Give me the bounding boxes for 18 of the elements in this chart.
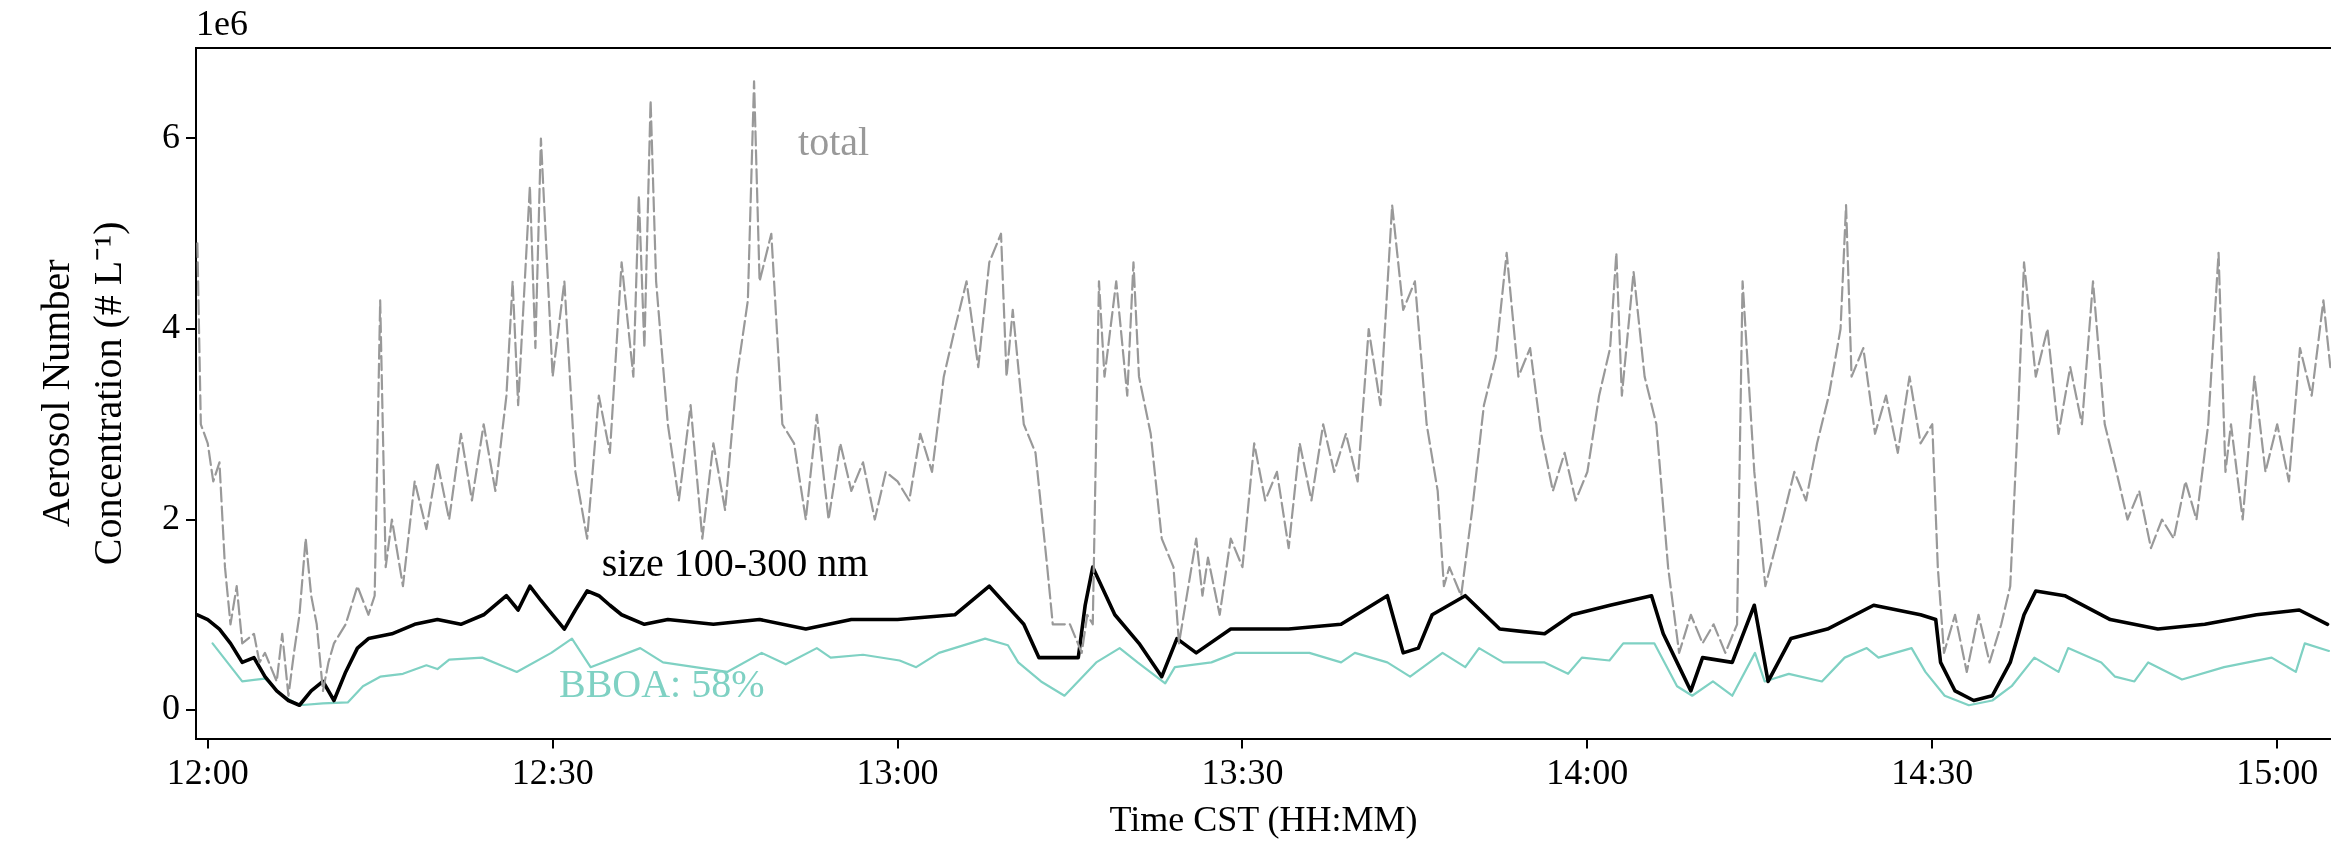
x-tick-label: 14:30: [1891, 751, 1974, 792]
x-tick-label: 12:00: [166, 751, 249, 792]
x-tick-label: 12:30: [511, 751, 594, 792]
y-axis-title: Aerosol Number Concentration (# L⁻¹): [32, 221, 130, 566]
series-label: size 100-300 nm: [601, 540, 869, 586]
series-label: BBOA: 58%: [558, 661, 765, 707]
y-tick-label: 2: [162, 496, 180, 537]
series-label: total: [798, 119, 870, 165]
x-tick-label: 14:00: [1546, 751, 1629, 792]
x-tick-label: 13:30: [1201, 751, 1284, 792]
text: 1e6: [196, 3, 248, 44]
line-series: [196, 80, 2331, 697]
x-tick-label: 13:00: [856, 751, 939, 792]
x-axis-title: Time CST (HH:MM): [1109, 798, 1418, 839]
x-tick-label: 15:00: [2236, 751, 2319, 792]
y-tick-label: 4: [162, 306, 180, 347]
y-tick-label: 0: [162, 687, 180, 728]
y-tick-label: 6: [162, 115, 180, 156]
